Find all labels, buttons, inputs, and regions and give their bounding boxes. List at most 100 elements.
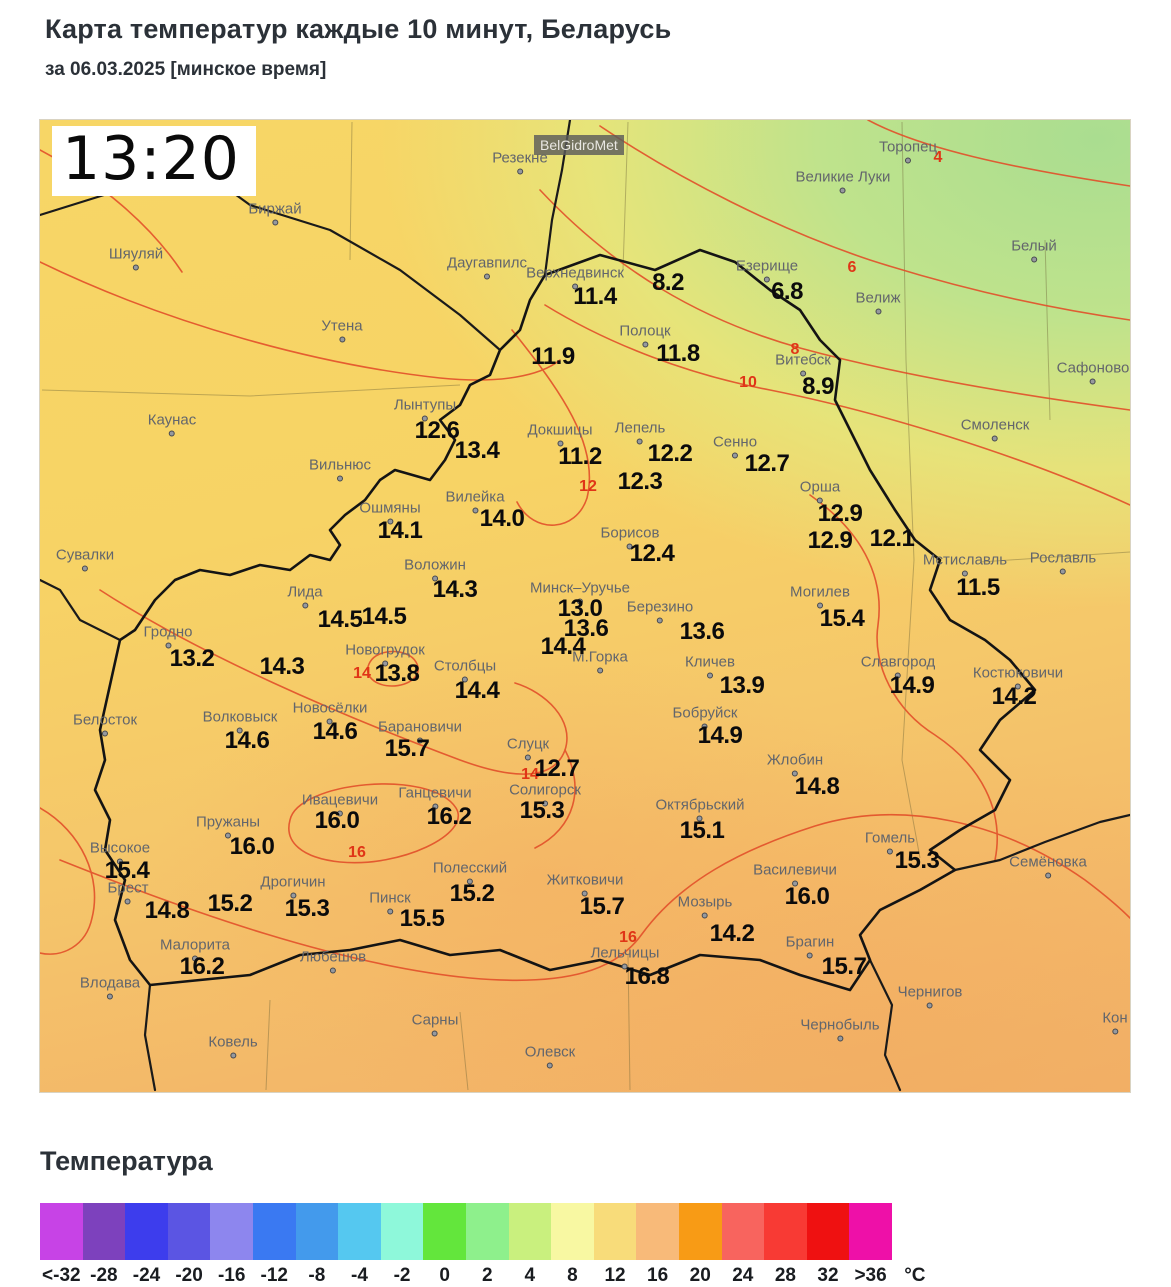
city-label: Каунас xyxy=(148,413,196,437)
city-dot xyxy=(961,570,968,577)
temperature-value: 14.2 xyxy=(709,920,755,947)
city-dot xyxy=(1030,256,1037,263)
city-dot xyxy=(1014,683,1021,690)
legend-colorbar xyxy=(40,1203,1130,1260)
temperature-value: 15.7 xyxy=(579,893,625,920)
temperature-value: 12.4 xyxy=(629,540,675,567)
city-label: Олевск xyxy=(525,1045,575,1069)
city-label: Мозырь xyxy=(678,895,732,919)
city-label: Лепель xyxy=(615,421,665,445)
city-label: Слуцк xyxy=(507,737,549,761)
city-dot xyxy=(271,219,278,226)
legend-swatch xyxy=(167,1203,211,1260)
city-label: Витебск xyxy=(775,353,831,377)
legend-swatch xyxy=(849,1203,892,1260)
city-label: Октябрьский xyxy=(656,798,744,822)
isoline-label: 14 xyxy=(521,766,539,783)
legend-unit: °C xyxy=(904,1265,926,1286)
temperature-value: 15.3 xyxy=(519,797,565,824)
city-dot xyxy=(927,1002,933,1009)
city-label: Сувалки xyxy=(56,548,114,572)
city-dot xyxy=(416,737,423,744)
city-dot xyxy=(547,1062,553,1069)
city-dot xyxy=(702,912,708,919)
city-label: Воложин xyxy=(404,558,466,582)
city-dot xyxy=(874,308,881,315)
legend-stop-label: -16 xyxy=(217,1265,246,1286)
city-label: Минск–Уручье xyxy=(530,581,630,605)
city-dot xyxy=(1089,378,1096,385)
city-dot xyxy=(168,430,175,437)
legend-stop-label: 2 xyxy=(481,1265,493,1286)
temperature-value: 14.9 xyxy=(697,722,743,749)
city-dot xyxy=(626,543,633,550)
legend-stop-label: -20 xyxy=(175,1265,203,1286)
city-dot xyxy=(301,602,308,609)
temperature-value: 15.4 xyxy=(819,605,865,632)
city-label: Любешов xyxy=(300,950,366,974)
city-dot xyxy=(582,890,588,897)
legend-stop-label: -24 xyxy=(132,1265,161,1286)
temperature-value: 14.2 xyxy=(991,683,1037,710)
city-dot xyxy=(164,642,171,649)
legend-stop-label: 24 xyxy=(732,1265,754,1286)
city-dot xyxy=(107,993,113,1000)
city-label: Ковель xyxy=(208,1035,258,1059)
watermark: BelGidroMet xyxy=(534,135,624,155)
city-dot xyxy=(837,1035,843,1042)
legend-swatch xyxy=(551,1203,594,1260)
city-dot xyxy=(483,273,490,280)
city-label: Вильнюс xyxy=(309,458,371,482)
legend-stop-label: -2 xyxy=(393,1265,411,1286)
temperature-value: 15.4 xyxy=(104,857,150,884)
city-label: Кон xyxy=(1102,1011,1128,1035)
legend-stop-label: 28 xyxy=(774,1265,796,1286)
temperature-value: 15.7 xyxy=(821,953,867,980)
city-label: Великие Луки xyxy=(796,170,890,194)
city-dot xyxy=(386,518,393,525)
city-dot xyxy=(289,892,296,899)
temperature-value: 14.5 xyxy=(317,606,363,633)
city-dot xyxy=(1044,872,1051,879)
temperature-value: 8.2 xyxy=(652,269,684,296)
temperature-value: 16.0 xyxy=(229,833,275,860)
temperature-value: 11.4 xyxy=(573,283,617,310)
isoline-label: 16 xyxy=(619,929,637,946)
city-label: Жлобин xyxy=(767,753,823,777)
legend-stop-label: -12 xyxy=(260,1265,288,1286)
city-label: Чернобыль xyxy=(800,1018,880,1042)
temperature-value: 14.8 xyxy=(144,897,190,924)
city-dot xyxy=(839,187,846,194)
city-label: Полоцк xyxy=(619,324,671,348)
legend-stop-label: 4 xyxy=(524,1265,536,1286)
city-label: Влодава xyxy=(80,976,140,1000)
city-label: Лельчицы xyxy=(591,946,659,970)
city-dot xyxy=(336,810,343,817)
isoline-label: 14 xyxy=(353,665,371,682)
city-dot xyxy=(382,660,388,667)
city-label: Семёновка xyxy=(1009,855,1087,879)
legend: Температура <-32 -28 -24 -20 -16 -12 -8 -4 -2 0 2 4… xyxy=(40,1146,1130,1287)
city-label: Чернигов xyxy=(898,985,962,1009)
temperature-value: 14.6 xyxy=(224,727,270,754)
legend-swatch xyxy=(806,1203,850,1260)
city-label: Лынтупы xyxy=(394,398,456,422)
city-dot xyxy=(732,452,738,459)
city-label: Сенно xyxy=(713,435,757,459)
city-dot xyxy=(421,415,428,422)
city-dot xyxy=(621,963,628,970)
isoline-label: 12 xyxy=(579,478,597,495)
city-label: Орша xyxy=(800,480,840,504)
legend-swatch xyxy=(721,1203,765,1260)
temperature-value: 14.4 xyxy=(454,677,500,704)
city-dot xyxy=(1059,568,1066,575)
temperature-value: 16.2 xyxy=(179,953,225,980)
temperature-value: 14.5 xyxy=(361,603,407,630)
city-label: Утена xyxy=(321,319,363,343)
temperature-value: 11.8 xyxy=(656,340,700,367)
city-label: Сафоново xyxy=(1057,361,1129,385)
city-dot xyxy=(431,1030,438,1037)
temperature-value: 6.8 xyxy=(771,278,803,305)
legend-swatch xyxy=(338,1203,381,1260)
city-dot xyxy=(229,1052,236,1059)
